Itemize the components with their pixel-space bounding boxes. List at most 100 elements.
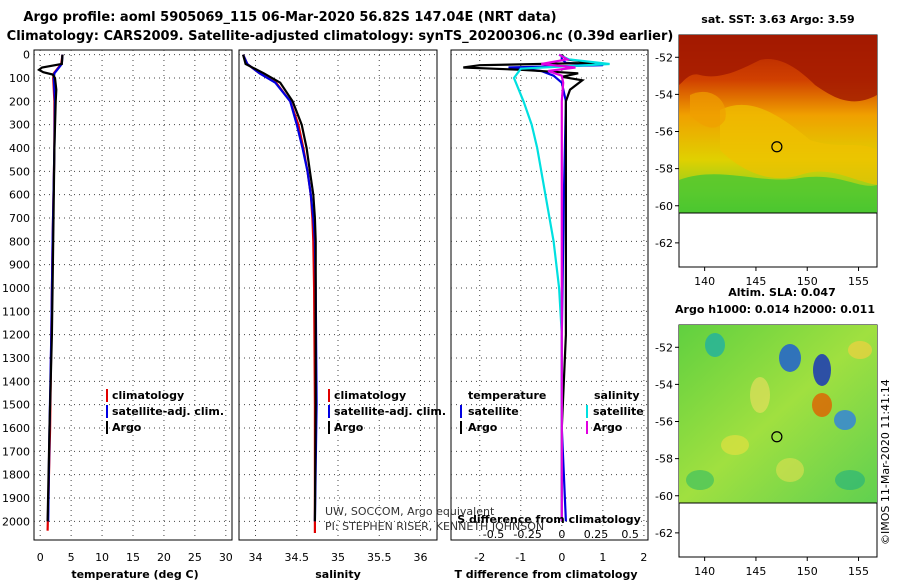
depth-tick-label: 1000 [2, 282, 30, 295]
x-tick-label: 34 [249, 551, 263, 564]
difference-xlabel: T difference from climatology [454, 568, 637, 580]
legend-s-satellite-label: satellite [593, 405, 644, 418]
lon-tick-label: 140 [694, 565, 715, 578]
legend-s-argo-label: Argo [593, 421, 623, 434]
lon-tick-label: 140 [694, 275, 715, 288]
legend-t-argo-swatch [460, 421, 462, 434]
legend-argo-label: Argo [112, 421, 142, 434]
lat-tick-label: -60 [655, 490, 673, 503]
lat-tick-label: -62 [655, 237, 673, 250]
depth-tick-label: 1700 [2, 445, 30, 458]
x-tick-label: 36 [414, 551, 428, 564]
legend-argo-label: Argo [334, 421, 364, 434]
x-tick-label: 15 [126, 551, 140, 564]
sla-map-title2: Argo h1000: 0.014 h2000: 0.011 [675, 303, 875, 316]
depth-tick-label: 1600 [2, 422, 30, 435]
imos-timestamp: ©IMOS 11-Mar-2020 11:41:14 [879, 379, 892, 545]
depth-tick-label: 100 [9, 72, 30, 85]
s-diff-tick-label: 0 [558, 528, 565, 541]
x-tick-label: -1 [515, 551, 526, 564]
lon-tick-label: 150 [797, 275, 818, 288]
legend-argo-swatch [328, 421, 330, 434]
s-diff-tick-label: -0.25 [513, 528, 541, 541]
sst-float-marker [771, 141, 783, 153]
sla-float-marker [771, 431, 783, 443]
legend-t-satellite-label: satellite [468, 405, 519, 418]
series-line-argo [37, 54, 64, 522]
salinity-xlabel: salinity [315, 568, 361, 580]
series-line-argo [242, 54, 317, 522]
depth-tick-label: 800 [9, 235, 30, 248]
lat-tick-label: -52 [655, 341, 673, 354]
lat-tick-label: -60 [655, 200, 673, 213]
temperature-xlabel: temperature (deg C) [71, 568, 198, 580]
lon-tick-label: 150 [797, 565, 818, 578]
lat-tick-label: -54 [655, 88, 673, 101]
title-line2: Climatology: CARS2009. Satellite-adjuste… [7, 29, 674, 44]
difference-panel [450, 49, 649, 541]
legend-climatology-swatch [106, 389, 108, 402]
lat-tick-label: -58 [655, 163, 673, 176]
legend-temperature-title: temperature [468, 389, 546, 402]
legend-climatology-label: climatology [112, 389, 184, 402]
legend-t-argo-label: Argo [468, 421, 498, 434]
x-tick-label: -2 [474, 551, 485, 564]
legend-climatology-swatch [328, 389, 330, 402]
x-tick-label: 5 [68, 551, 75, 564]
x-tick-label: 34.5 [285, 551, 310, 564]
x-tick-label: 25 [188, 551, 202, 564]
depth-tick-label: 400 [9, 142, 30, 155]
legend-satellite-label: satellite-adj. clim. [112, 405, 224, 418]
sst-map-field [679, 35, 877, 213]
x-tick-label: 30 [219, 551, 233, 564]
sla-map-field [679, 325, 877, 503]
lat-tick-label: -56 [655, 416, 673, 429]
lon-tick-label: 145 [745, 565, 766, 578]
lat-tick-label: -52 [655, 51, 673, 64]
depth-tick-label: 2000 [2, 515, 30, 528]
depth-tick-label: 300 [9, 119, 30, 132]
legend-argo-swatch [106, 421, 108, 434]
depth-tick-label: 1100 [2, 305, 30, 318]
depth-tick-label: 600 [9, 189, 30, 202]
legend-s-satellite-swatch [586, 405, 588, 418]
x-tick-label: 20 [157, 551, 171, 564]
lon-tick-label: 145 [745, 275, 766, 288]
legend-satellite-label: satellite-adj. clim. [334, 405, 446, 418]
depth-tick-label: 0 [23, 49, 30, 62]
legend-s-argo-swatch [586, 421, 588, 434]
depth-tick-label: 700 [9, 212, 30, 225]
depth-tick-label: 200 [9, 95, 30, 108]
depth-tick-label: 900 [9, 259, 30, 272]
temperature-legend: climatology satellite-adj. clim. Argo [106, 389, 224, 434]
x-tick-label: 10 [95, 551, 109, 564]
x-tick-label: 35 [331, 551, 345, 564]
lon-tick-label: 155 [848, 565, 869, 578]
sst-map-title: sat. SST: 3.63 Argo: 3.59 [701, 13, 854, 26]
legend-satellite-swatch [328, 405, 330, 418]
lat-tick-label: -58 [655, 453, 673, 466]
depth-tick-label: 1500 [2, 399, 30, 412]
depth-tick-label: 500 [9, 165, 30, 178]
lat-tick-label: -56 [655, 126, 673, 139]
s-diff-tick-label: 0.5 [621, 528, 639, 541]
credits-line2: PI: STEPHEN RISER, KENNETH JOHNSON [325, 520, 544, 533]
depth-tick-label: 1300 [2, 352, 30, 365]
s-diff-tick-label: -0.5 [483, 528, 504, 541]
salinity-legend: climatology satellite-adj. clim. Argo [328, 389, 446, 434]
credits-line1: UW, SOCCOM, Argo equivalent [325, 505, 495, 518]
sla-map-title1: Altim. SLA: 0.047 [728, 286, 835, 299]
lon-tick-label: 155 [848, 275, 869, 288]
legend-satellite-swatch [106, 405, 108, 418]
x-tick-label: 35.5 [367, 551, 392, 564]
s-difference-xlabel: S difference from climatology [457, 513, 641, 526]
depth-tick-label: 1800 [2, 469, 30, 482]
series-line-s-argo [541, 53, 576, 522]
difference-legend: temperature satellite Argo salinity sate… [460, 389, 644, 434]
depth-tick-label: 1200 [2, 329, 30, 342]
lat-tick-label: -54 [655, 378, 673, 391]
legend-t-satellite-swatch [460, 405, 462, 418]
depth-tick-label: 1900 [2, 492, 30, 505]
lat-tick-label: -62 [655, 527, 673, 540]
